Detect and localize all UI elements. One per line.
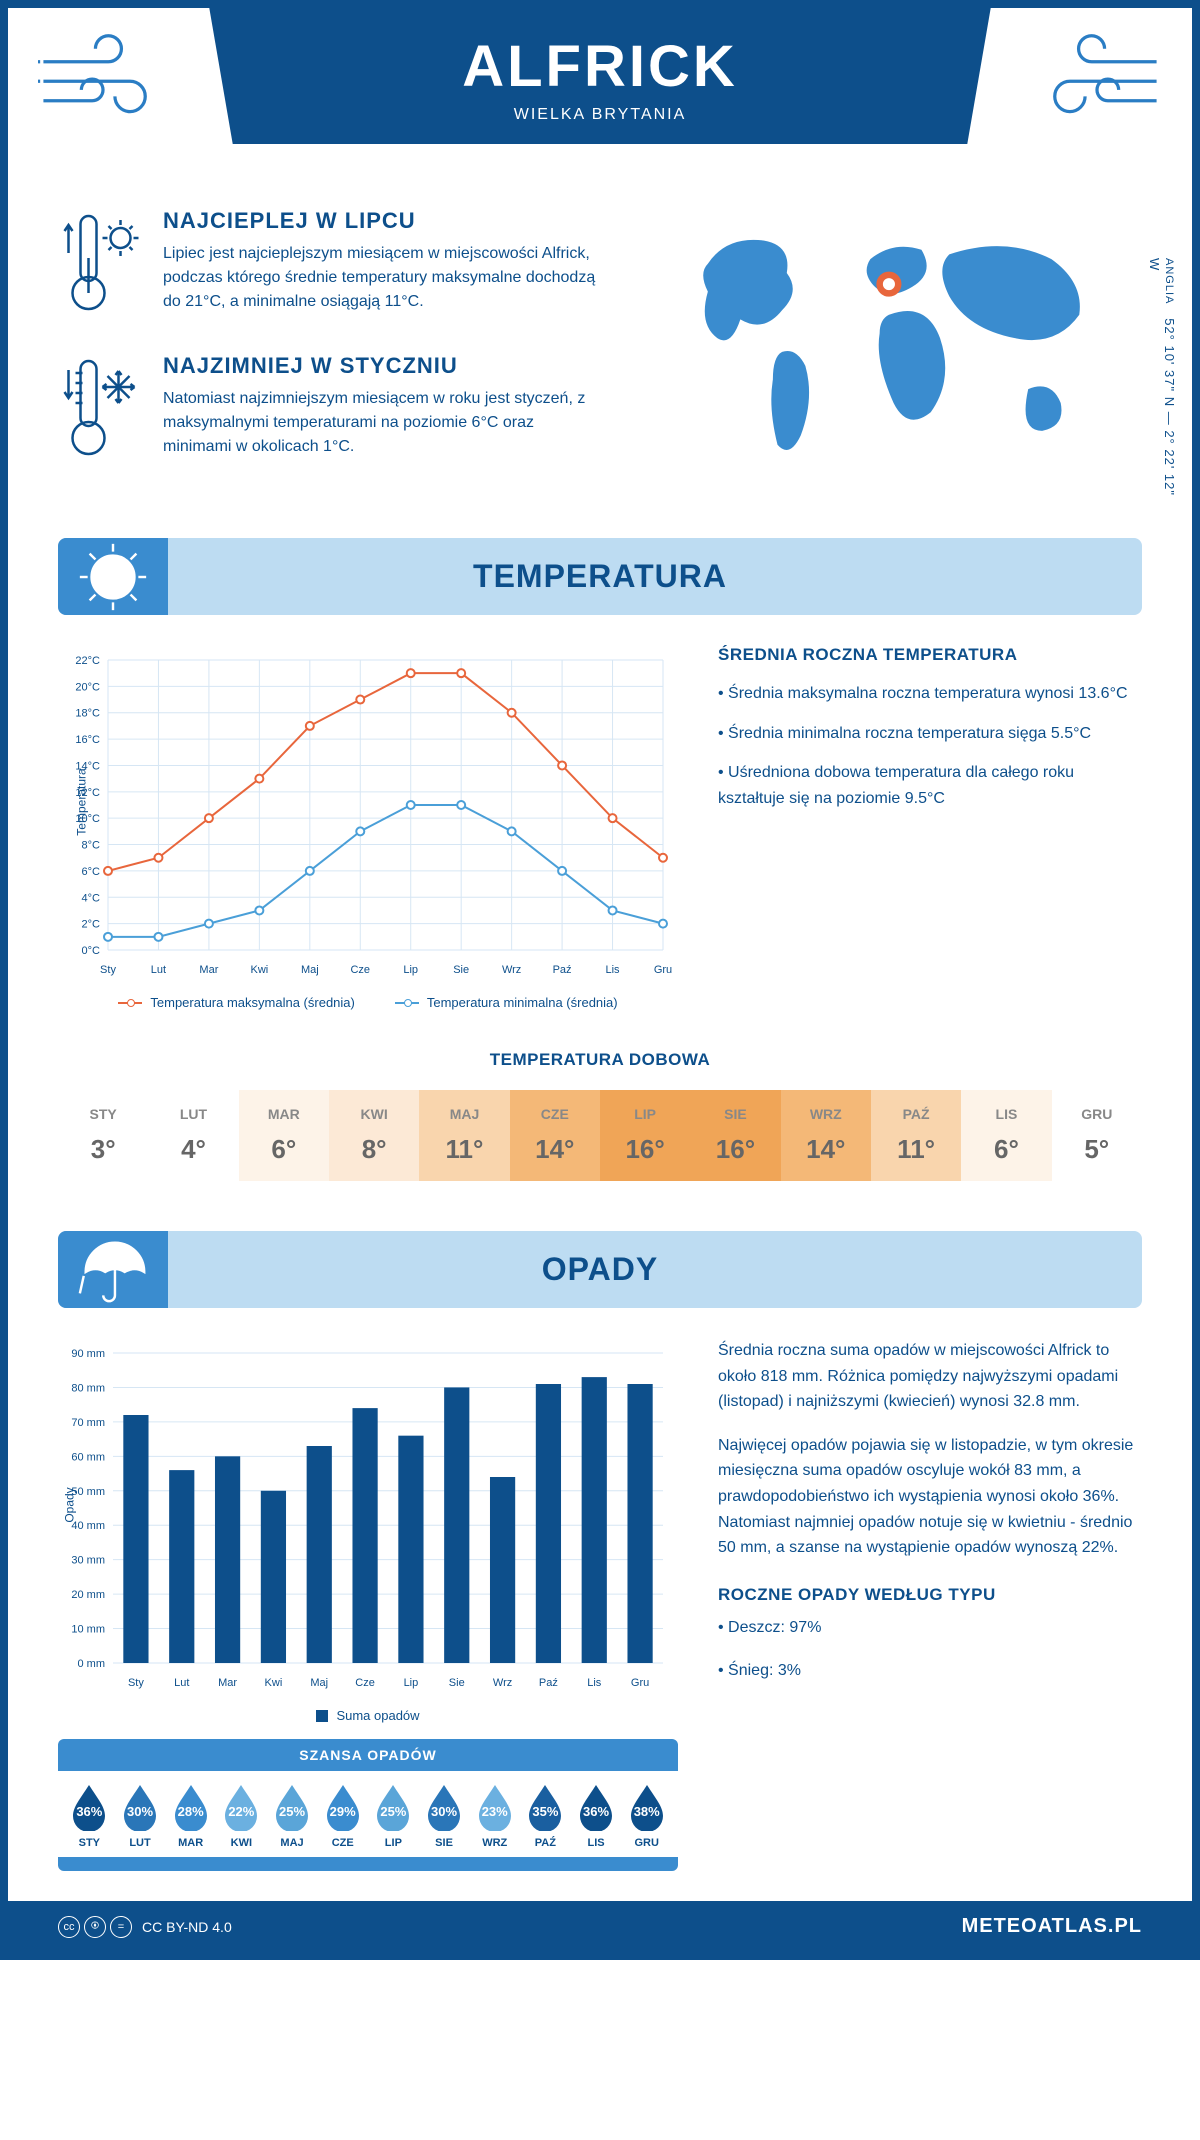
chance-cell: 30% SIE xyxy=(419,1783,470,1849)
svg-text:90 mm: 90 mm xyxy=(71,1348,105,1360)
precipitation-banner: OPADY xyxy=(58,1231,1142,1308)
chance-cell: 25% LIP xyxy=(368,1783,419,1849)
svg-text:0°C: 0°C xyxy=(82,945,101,957)
coldest-block: NAJZIMNIEJ W STYCZNIU Natomiast najzimni… xyxy=(58,353,605,468)
chance-cell: 23% WRZ xyxy=(469,1783,520,1849)
svg-text:Sie: Sie xyxy=(453,964,469,976)
svg-text:Paź: Paź xyxy=(553,964,572,976)
svg-text:Paź: Paź xyxy=(539,1677,558,1689)
coordinates: ANGLIA 52° 10' 37" N — 2° 22' 12" W xyxy=(1147,258,1177,498)
svg-text:2°C: 2°C xyxy=(82,919,101,931)
svg-text:Cze: Cze xyxy=(355,1677,375,1689)
svg-text:Sty: Sty xyxy=(100,964,116,976)
wind-icon xyxy=(1032,28,1162,133)
svg-text:Wrz: Wrz xyxy=(493,1677,512,1689)
daily-temp-cell: LIS6° xyxy=(961,1090,1051,1181)
svg-text:6°C: 6°C xyxy=(82,866,101,878)
header: ALFRICK WIELKA BRYTANIA xyxy=(8,8,1192,178)
daily-temp-cell: GRU5° xyxy=(1052,1090,1142,1181)
daily-temp-cell: STY3° xyxy=(58,1090,148,1181)
warmest-title: NAJCIEPLEJ W LIPCU xyxy=(163,208,605,234)
svg-text:Lut: Lut xyxy=(174,1677,189,1689)
svg-text:18°C: 18°C xyxy=(75,708,100,720)
svg-text:Kwi: Kwi xyxy=(250,964,268,976)
precipitation-info: Średnia roczna suma opadów w miejscowośc… xyxy=(718,1338,1142,1871)
chance-cell: 29% CZE xyxy=(317,1783,368,1849)
svg-text:Lut: Lut xyxy=(151,964,166,976)
thermometer-cold-icon xyxy=(58,353,143,468)
chance-cell: 36% LIS xyxy=(571,1783,622,1849)
svg-text:Lip: Lip xyxy=(404,1677,419,1689)
svg-text:Maj: Maj xyxy=(301,964,319,976)
svg-text:8°C: 8°C xyxy=(82,840,101,852)
daily-temp-cell: WRZ14° xyxy=(781,1090,871,1181)
warmest-text: Lipiec jest najcieplejszym miesiącem w m… xyxy=(163,242,605,314)
svg-text:Lip: Lip xyxy=(403,964,418,976)
thermometer-hot-icon xyxy=(58,208,143,323)
svg-text:Kwi: Kwi xyxy=(265,1677,283,1689)
svg-text:Cze: Cze xyxy=(350,964,370,976)
daily-temp-cell: MAJ11° xyxy=(419,1090,509,1181)
site-name: METEOATLAS.PL xyxy=(962,1915,1142,1938)
daily-temp-cell: PAŹ11° xyxy=(871,1090,961,1181)
coldest-title: NAJZIMNIEJ W STYCZNIU xyxy=(163,353,605,379)
daily-temp-cell: CZE14° xyxy=(510,1090,600,1181)
chance-cell: 30% LUT xyxy=(115,1783,166,1849)
svg-text:30 mm: 30 mm xyxy=(71,1555,105,1567)
page-title: ALFRICK xyxy=(209,33,990,100)
svg-text:Lis: Lis xyxy=(587,1677,602,1689)
svg-text:Maj: Maj xyxy=(310,1677,328,1689)
daily-temperature-table: TEMPERATURA DOBOWA STY3°LUT4°MAR6°KWI8°M… xyxy=(58,1050,1142,1181)
svg-text:0 mm: 0 mm xyxy=(78,1658,106,1670)
daily-temp-cell: SIE16° xyxy=(690,1090,780,1181)
sun-icon xyxy=(58,538,168,615)
legend-precip: Suma opadów xyxy=(316,1708,419,1723)
temperature-banner: TEMPERATURA xyxy=(58,538,1142,615)
chance-cell: 28% MAR xyxy=(165,1783,216,1849)
svg-text:4°C: 4°C xyxy=(82,892,101,904)
svg-text:Gru: Gru xyxy=(631,1677,649,1689)
summary-row: NAJCIEPLEJ W LIPCU Lipiec jest najcieple… xyxy=(58,208,1142,498)
svg-text:20°C: 20°C xyxy=(75,681,100,693)
temperature-line-chart: Temperatura 0°C2°C4°C6°C8°C10°C12°C14°C1… xyxy=(58,645,678,1010)
legend-max: .legend-item:nth-child(1) .legend-swatch… xyxy=(118,995,354,1010)
chance-cell: 36% STY xyxy=(64,1783,115,1849)
chance-cell: 38% GRU xyxy=(621,1783,672,1849)
daily-temp-cell: LIP16° xyxy=(600,1090,690,1181)
svg-text:20 mm: 20 mm xyxy=(71,1589,105,1601)
umbrella-icon xyxy=(58,1231,168,1308)
svg-text:Sty: Sty xyxy=(128,1677,144,1689)
chance-cell: 35% PAŹ xyxy=(520,1783,571,1849)
cc-icons: cc🅯= xyxy=(58,1916,132,1938)
svg-text:Mar: Mar xyxy=(218,1677,237,1689)
chance-cell: 22% KWI xyxy=(216,1783,267,1849)
svg-text:70 mm: 70 mm xyxy=(71,1417,105,1429)
world-map: ANGLIA 52° 10' 37" N — 2° 22' 12" W xyxy=(645,208,1142,498)
chance-cell: 25% MAJ xyxy=(267,1783,318,1849)
svg-text:Mar: Mar xyxy=(199,964,218,976)
svg-text:22°C: 22°C xyxy=(75,655,100,667)
precipitation-chance-box: SZANSA OPADÓW 36% STY 30% LUT 28% MAR 22… xyxy=(58,1739,678,1871)
svg-text:Lis: Lis xyxy=(606,964,621,976)
svg-text:60 mm: 60 mm xyxy=(71,1451,105,1463)
svg-text:Sie: Sie xyxy=(449,1677,465,1689)
page-subtitle: WIELKA BRYTANIA xyxy=(209,106,990,124)
precipitation-bar-chart: Opady 0 mm10 mm20 mm30 mm40 mm50 mm60 mm… xyxy=(58,1338,678,1698)
license-text: CC BY-ND 4.0 xyxy=(142,1919,232,1935)
footer: cc🅯= CC BY-ND 4.0 METEOATLAS.PL xyxy=(8,1901,1192,1952)
temperature-info: ŚREDNIA ROCZNA TEMPERATURA • Średnia mak… xyxy=(718,645,1142,1010)
warmest-block: NAJCIEPLEJ W LIPCU Lipiec jest najcieple… xyxy=(58,208,605,323)
daily-temp-cell: MAR6° xyxy=(239,1090,329,1181)
svg-text:Gru: Gru xyxy=(654,964,672,976)
daily-temp-cell: LUT4° xyxy=(148,1090,238,1181)
svg-text:10 mm: 10 mm xyxy=(71,1624,105,1636)
daily-temp-cell: KWI8° xyxy=(329,1090,419,1181)
svg-text:Wrz: Wrz xyxy=(502,964,521,976)
svg-text:16°C: 16°C xyxy=(75,734,100,746)
legend-min: .legend-item:nth-child(2) .legend-swatch… xyxy=(395,995,618,1010)
title-banner: ALFRICK WIELKA BRYTANIA xyxy=(209,8,990,144)
wind-icon xyxy=(38,28,168,133)
coldest-text: Natomiast najzimniejszym miesiącem w rok… xyxy=(163,387,605,459)
svg-text:80 mm: 80 mm xyxy=(71,1382,105,1394)
